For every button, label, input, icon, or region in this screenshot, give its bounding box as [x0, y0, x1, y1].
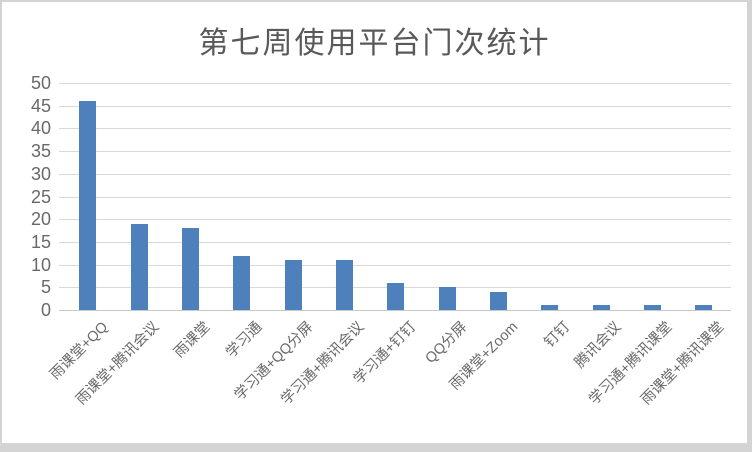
bar[interactable]	[335, 260, 353, 310]
y-axis-tick-label: 40	[30, 118, 51, 139]
bar[interactable]	[695, 305, 713, 310]
bar[interactable]	[592, 305, 610, 310]
bar[interactable]	[181, 228, 199, 310]
chart-title: 第七周使用平台门次统计	[198, 27, 551, 60]
gridline	[59, 219, 731, 220]
x-axis-tick-label: 腾讯会议	[571, 319, 625, 372]
y-axis-tick-label: 35	[30, 141, 51, 162]
bar[interactable]	[233, 256, 251, 310]
gridline	[59, 242, 731, 243]
x-axis-tick-label: 钉钉	[541, 319, 573, 351]
bar[interactable]	[79, 101, 97, 310]
y-axis-tick-label: 25	[30, 186, 51, 207]
y-axis-tick-label: 15	[30, 231, 51, 252]
y-axis-tick-label: 30	[30, 163, 51, 184]
bar[interactable]	[284, 260, 302, 310]
bar[interactable]	[489, 292, 507, 310]
bar[interactable]	[387, 283, 405, 310]
y-axis-tick-label: 0	[40, 300, 51, 320]
y-axis-tick-label: 5	[40, 277, 51, 298]
x-axis-tick-label: 雨课堂	[171, 319, 214, 362]
gridline	[59, 83, 731, 84]
gridline	[59, 106, 731, 107]
x-axis-line	[59, 310, 731, 311]
y-axis-tick-label: 10	[30, 254, 51, 275]
gridline	[59, 174, 731, 175]
gridline	[59, 128, 731, 129]
x-axis-tick-label: 学习通	[222, 319, 265, 362]
y-axis-tick-label: 45	[30, 95, 51, 116]
plot-area: 0 5 10 15 20 25 30 35 40 45 50 雨课堂+QQ 雨课堂+腾讯会议 雨课堂 学习通…	[2, 2, 747, 443]
bar[interactable]	[541, 305, 559, 310]
gridline	[59, 151, 731, 152]
bar[interactable]	[438, 287, 456, 310]
gridline	[59, 265, 731, 266]
x-axis-tick-label: QQ分屏	[422, 319, 471, 367]
gridline	[59, 197, 731, 198]
bar[interactable]	[130, 224, 148, 310]
bar[interactable]	[643, 305, 661, 310]
y-axis-tick-label: 50	[30, 73, 51, 93]
y-axis-tick-label: 20	[30, 209, 51, 230]
